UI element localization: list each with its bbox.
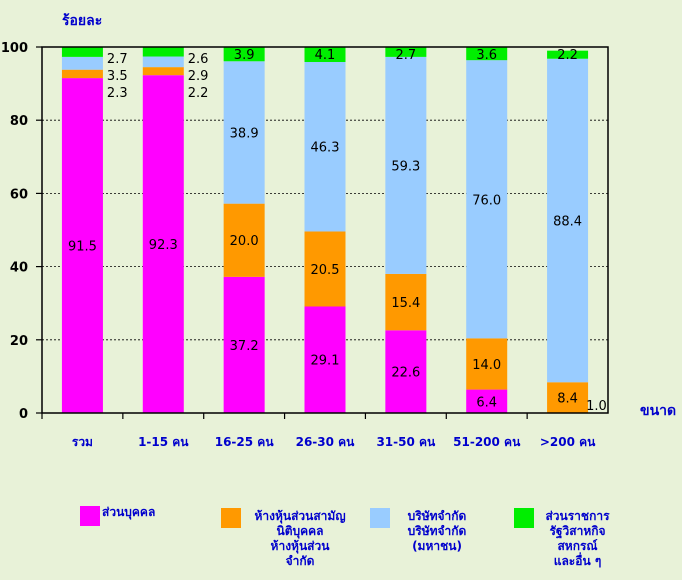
bar-segment bbox=[142, 67, 184, 76]
data-label: 2.9 bbox=[188, 69, 209, 84]
legend-label: ส่วนบุคคล bbox=[102, 505, 192, 520]
bar-segment bbox=[61, 69, 103, 79]
bar-segment bbox=[466, 338, 508, 390]
bar-segment bbox=[547, 58, 589, 383]
data-label: 6.4 bbox=[476, 395, 497, 410]
y-tick-label: 40 bbox=[10, 261, 28, 276]
bar-segment bbox=[385, 47, 427, 57]
x-category-label: 16-25 คน bbox=[215, 435, 275, 449]
legend-label: ส่วนราชการ รัฐวิสาหกิจ สหกรณ์ และอื่น ๆ bbox=[535, 509, 620, 569]
x-axis-title: ขนาด bbox=[640, 403, 676, 419]
bars bbox=[61, 47, 589, 414]
data-label: 1.0 bbox=[586, 399, 607, 414]
x-category-label: >200 คน bbox=[540, 435, 596, 449]
bar-segment bbox=[466, 60, 508, 339]
y-tick-label: 80 bbox=[10, 114, 28, 129]
x-category-label: 31-50 คน bbox=[376, 435, 436, 449]
bar-segment bbox=[61, 56, 103, 70]
bar-segment bbox=[385, 330, 427, 413]
bar-segment bbox=[142, 47, 184, 57]
legend-label-line: (มหาชน) bbox=[412, 539, 462, 553]
data-label: 29.1 bbox=[311, 354, 340, 369]
data-label: 15.4 bbox=[391, 296, 420, 311]
legend-label-line: ห้างหุ้นส่วนสามัญ bbox=[254, 509, 346, 523]
data-label: 3.5 bbox=[107, 69, 128, 84]
bar-segment bbox=[142, 56, 184, 68]
bar-segment bbox=[61, 47, 103, 57]
data-label: 2.3 bbox=[107, 86, 128, 101]
legend-swatch bbox=[370, 508, 390, 528]
bar-segment bbox=[304, 231, 346, 307]
y-tick-label: 100 bbox=[1, 41, 28, 56]
data-label: 38.9 bbox=[230, 126, 259, 141]
data-label: 22.6 bbox=[391, 366, 420, 381]
legend-swatch bbox=[80, 506, 100, 526]
legend-label-line: และอื่น ๆ bbox=[553, 554, 602, 568]
data-label: 91.5 bbox=[68, 240, 97, 255]
data-label: 2.2 bbox=[557, 48, 578, 63]
data-label: 20.5 bbox=[311, 263, 340, 278]
bar-segment bbox=[385, 56, 427, 274]
legend-label-line: ห้างหุ้นส่วน bbox=[270, 539, 330, 553]
data-label: 8.4 bbox=[557, 392, 578, 407]
legend-label-line: บริษัทจำกัด bbox=[407, 509, 467, 523]
x-category-label: 26-30 คน bbox=[296, 435, 356, 449]
bar-segment bbox=[61, 78, 103, 414]
data-label: 14.0 bbox=[472, 358, 501, 373]
data-label: 4.1 bbox=[315, 48, 336, 63]
y-tick-label: 0 bbox=[19, 407, 28, 422]
x-category-label: 1-15 คน bbox=[138, 435, 189, 449]
legend-label-line: บริษัทจำกัด bbox=[407, 524, 467, 538]
bar-segment bbox=[223, 203, 265, 277]
legend-label-line: สหกรณ์ bbox=[557, 539, 598, 553]
data-label: 20.0 bbox=[230, 234, 259, 249]
x-category-label: 51-200 คน bbox=[453, 435, 521, 449]
plot-frame bbox=[41, 46, 609, 414]
bar-segment bbox=[385, 273, 427, 331]
data-label: 92.3 bbox=[149, 238, 178, 253]
bar-segment bbox=[304, 47, 346, 63]
bar-segment bbox=[466, 47, 508, 61]
x-categories: รวม 1-15 คน 16-25 คน 26-30 คน 31-50 คน 51-200… bbox=[41, 413, 596, 449]
y-tick-label: 60 bbox=[10, 187, 28, 202]
bar-segment bbox=[223, 61, 265, 204]
x-category-label: รวม bbox=[72, 435, 93, 449]
legend-swatch bbox=[514, 508, 534, 528]
legend-label-line: นิติบุคคล bbox=[276, 524, 324, 538]
data-label: 88.4 bbox=[553, 214, 582, 229]
data-label: 59.3 bbox=[391, 159, 420, 174]
data-label: 37.2 bbox=[230, 339, 259, 354]
y-tick-label: 20 bbox=[10, 334, 28, 349]
y-axis-title: ร้อยละ bbox=[62, 13, 102, 29]
data-label: 3.9 bbox=[234, 48, 255, 63]
data-label: 2.2 bbox=[188, 86, 209, 101]
bar-segment bbox=[223, 276, 265, 413]
legend-label-line: ส่วนราชการ bbox=[545, 509, 610, 523]
bar-segment bbox=[304, 306, 346, 413]
legend-label-line: ส่วนบุคคล bbox=[102, 505, 156, 519]
legend-label: ห้างหุ้นส่วนสามัญ นิติบุคคล ห้างหุ้นส่วน จำ… bbox=[245, 509, 355, 569]
data-label: 2.7 bbox=[107, 52, 128, 67]
axes bbox=[41, 46, 609, 414]
legend-label-line: จำกัด bbox=[285, 554, 315, 568]
data-label: 3.6 bbox=[476, 48, 497, 63]
data-label: 2.6 bbox=[188, 52, 209, 67]
legend-label: บริษัทจำกัด บริษัทจำกัด (มหาชน) bbox=[392, 509, 482, 554]
value-labels: 91.5 2.7 3.5 2.3 92.3 2.6 2.9 2.2 37.2 20.0 38.9 3.… bbox=[68, 48, 607, 414]
bar-segment bbox=[223, 47, 265, 62]
bar-segment bbox=[466, 389, 508, 413]
bar-segment bbox=[547, 382, 589, 413]
y-ticks: 0 20 40 60 80 100 bbox=[1, 41, 42, 422]
data-label: 46.3 bbox=[311, 141, 340, 156]
bar-segment bbox=[547, 50, 589, 59]
legend-label-line: รัฐวิสาหกิจ bbox=[549, 524, 606, 538]
data-label: 2.7 bbox=[396, 48, 417, 63]
bar-segment bbox=[142, 75, 184, 413]
bar-segment bbox=[304, 62, 346, 232]
data-label: 76.0 bbox=[472, 193, 501, 208]
legend-swatch bbox=[221, 508, 241, 528]
